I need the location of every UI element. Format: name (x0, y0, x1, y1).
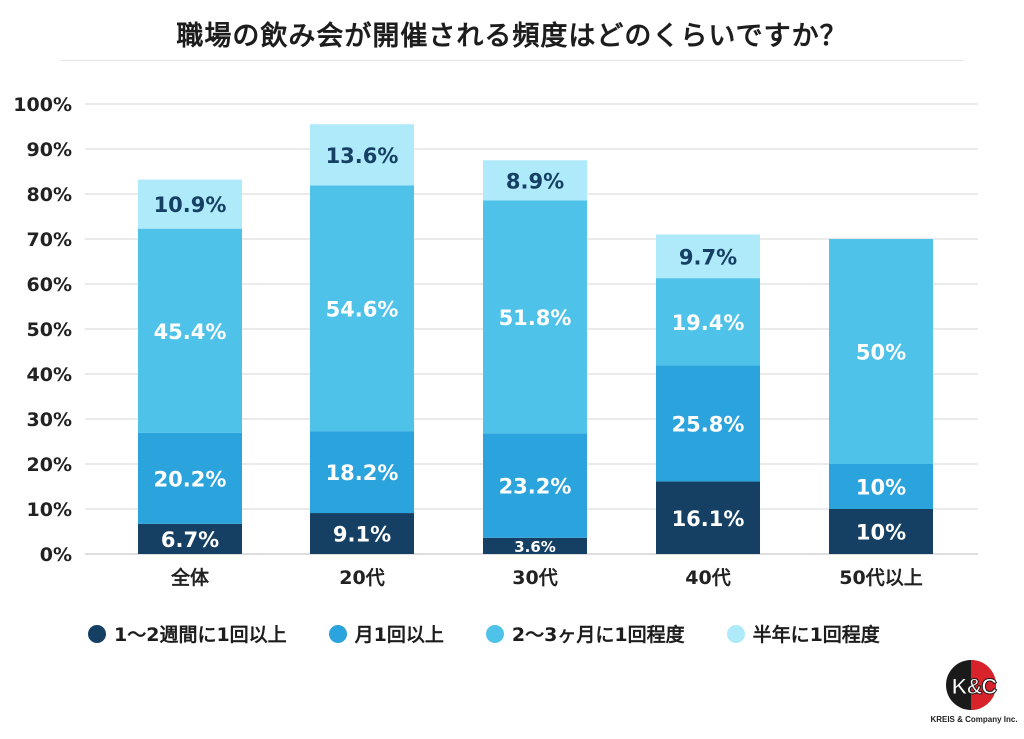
legend-label: 2〜3ヶ月に1回程度 (511, 624, 685, 646)
data-label: 16.1% (672, 507, 745, 531)
stacked-bar-chart: 0% 10% 20% 30% 40% 50% 60% 70% 80% 90% 100% 6.7% 20.… (13, 94, 978, 589)
data-label: 20.2% (154, 467, 227, 491)
bar-segment (138, 432, 242, 524)
data-label: 10% (856, 521, 906, 545)
bar-segment (138, 228, 242, 433)
x-tick-label: 20代 (339, 567, 384, 589)
logo-mark: K&C (951, 674, 998, 700)
y-tick-label: 0% (40, 544, 72, 566)
company-logo: K&C KREIS & Company Inc. (928, 660, 1020, 732)
bar-segment (483, 433, 587, 538)
y-tick-label: 60% (27, 274, 72, 296)
legend-label: 1〜2週間に1回以上 (114, 624, 287, 646)
legend-item: 1〜2週間に1回以上 (88, 620, 287, 647)
bar-segment (138, 523, 242, 554)
y-tick-label: 20% (27, 454, 72, 476)
data-label: 50% (856, 341, 906, 365)
data-label: 23.2% (499, 475, 572, 499)
title-divider (60, 60, 964, 61)
legend-label: 半年に1回程度 (752, 624, 880, 646)
data-label: 8.9% (506, 169, 564, 193)
data-label: 51.8% (499, 306, 572, 330)
y-tick-label: 100% (13, 94, 72, 116)
bar-segment (656, 365, 760, 482)
logo-company-name: KREIS & Company Inc. (930, 715, 1018, 724)
data-label: 3.6% (514, 538, 556, 556)
bar-segment (829, 239, 933, 464)
bar-segment (483, 160, 587, 201)
bar-segment (310, 513, 414, 554)
bar-segment (310, 124, 414, 186)
bar-segment (656, 481, 760, 554)
y-tick-label: 70% (27, 229, 72, 251)
data-label: 13.6% (326, 144, 399, 168)
legend: 1〜2週間に1回以上 月1回以上 2〜3ヶ月に1回程度 半年に1回程度 (88, 620, 880, 647)
data-label: 10.9% (154, 193, 227, 217)
data-label: 9.1% (333, 523, 391, 547)
bar-segment (829, 464, 933, 509)
legend-item: 2〜3ヶ月に1回程度 (485, 620, 685, 647)
bar-segment (310, 185, 414, 432)
legend-item: 月1回以上 (328, 620, 444, 647)
bar-segment (138, 179, 242, 229)
legend-label: 月1回以上 (354, 624, 444, 646)
legend-swatch (88, 624, 106, 643)
x-tick-label: 50代以上 (839, 567, 922, 589)
data-label: 18.2% (326, 461, 399, 485)
y-tick-label: 10% (27, 499, 72, 521)
data-label: 9.7% (679, 245, 737, 269)
chart-title: 職場の飲み会が開催される頻度はどのくらいですか？ (176, 21, 848, 52)
y-tick-label: 40% (27, 364, 72, 386)
legend-swatch (485, 624, 504, 643)
legend-item: 半年に1回程度 (726, 620, 880, 647)
y-tick-label: 30% (27, 409, 72, 431)
x-tick-label: 40代 (685, 567, 730, 589)
legend-swatch (726, 624, 745, 643)
y-tick-label: 50% (27, 319, 72, 341)
logo-circle (946, 660, 996, 710)
y-tick-label: 90% (27, 139, 72, 161)
bar-segment (483, 537, 587, 554)
data-label: 19.4% (672, 311, 745, 335)
data-label: 45.4% (154, 320, 227, 344)
x-tick-label: 30代 (512, 567, 557, 589)
x-tick-label: 全体 (170, 566, 210, 589)
data-label: 10% (856, 476, 906, 500)
bar-segment (829, 509, 933, 554)
data-label: 54.6% (326, 297, 399, 321)
legend-swatch (328, 624, 347, 643)
bar-segment (656, 234, 760, 279)
y-tick-label: 80% (27, 184, 72, 206)
data-label: 6.7% (161, 528, 219, 552)
data-label: 25.8% (672, 413, 745, 437)
bar-segment (656, 278, 760, 366)
bar-segment (483, 200, 587, 434)
bar-segment (310, 431, 414, 514)
